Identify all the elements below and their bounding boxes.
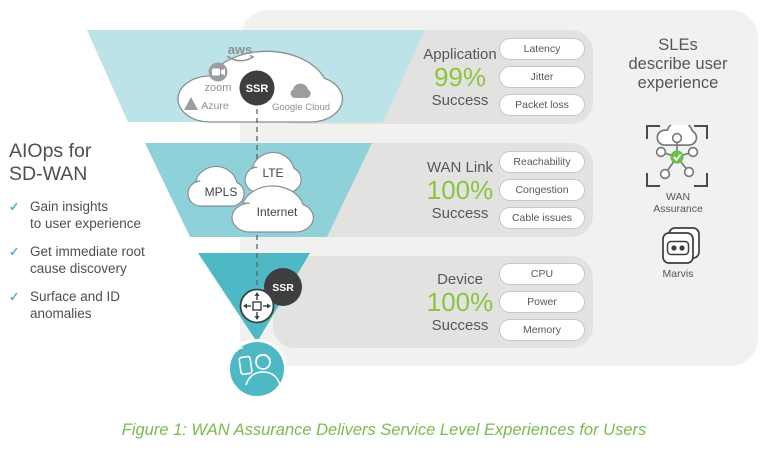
wan-assurance-icon: [646, 125, 708, 187]
device-row: Device 100% Success CPU Power Memory: [273, 256, 593, 348]
badge-packet-loss: Packet loss: [499, 94, 585, 116]
application-status: Success: [431, 91, 489, 109]
bullet-text: Surface and ID anomalies: [30, 289, 121, 321]
azure-label: Azure: [201, 100, 229, 112]
device-badges: CPU Power Memory: [499, 256, 585, 348]
list-item: ✓ Surface and ID anomalies: [9, 289, 189, 322]
badge-latency: Latency: [499, 38, 585, 60]
device-label: Device: [437, 270, 483, 288]
list-item: ✓ Get immediate root cause discovery: [9, 244, 189, 277]
device-metric: Device 100% Success: [385, 256, 535, 348]
figure-caption: Figure 1: WAN Assurance Delivers Service…: [121, 421, 647, 439]
device-percent: 100%: [426, 286, 494, 317]
badge-jitter: Jitter: [499, 66, 585, 88]
viewfinder-brackets-icon: [646, 125, 708, 187]
badge-reachability: Reachability: [499, 151, 585, 173]
sle-title-line2: describe user: [628, 55, 728, 73]
zoom-label: zoom: [205, 82, 232, 94]
marvis-icon: [662, 227, 700, 264]
application-badges: Latency Jitter Packet loss: [499, 30, 585, 124]
badge-cpu: CPU: [499, 263, 585, 285]
badge-power: Power: [499, 291, 585, 313]
badge-memory: Memory: [499, 319, 585, 341]
list-item: ✓ Gain insights to user experience: [9, 199, 189, 232]
application-percent: 99%: [433, 61, 487, 92]
check-icon: ✓: [9, 290, 20, 304]
marvis-eye-icon: [679, 245, 685, 251]
sle-title-line1: SLEs: [658, 36, 698, 54]
wan-link-badges: Reachability Congestion Cable issues: [499, 143, 585, 237]
application-row: Application 99% Success Latency Jitter P…: [273, 30, 593, 124]
wan-assurance-label-line2: Assurance: [653, 203, 703, 215]
sle-title-line3: experience: [637, 74, 719, 92]
check-icon: ✓: [9, 245, 20, 259]
green-check-circle-icon: [670, 150, 684, 164]
sle-title: SLEs describe user experience: [598, 36, 758, 93]
bullet-list: ✓ Gain insights to user experience ✓ Get…: [9, 199, 189, 334]
wan-link-label: WAN Link: [426, 158, 494, 176]
check-icon: [673, 153, 682, 162]
wan-assurance-label: WAN Assurance: [598, 191, 758, 215]
badge-cable-issues: Cable issues: [499, 207, 585, 229]
left-heading-line1: AIOps for: [9, 140, 92, 162]
badge-congestion: Congestion: [499, 179, 585, 201]
network-nodes-icon: [655, 132, 699, 180]
azure-logo-icon: Azure: [184, 97, 229, 112]
application-label: Application: [423, 45, 497, 63]
wan-link-percent: 100%: [426, 174, 494, 205]
mpls-label: MPLS: [205, 185, 238, 199]
zoom-logo-icon: zoom: [205, 62, 232, 94]
marvis-eye-icon: [671, 245, 677, 251]
left-heading-line2: SD-WAN: [9, 163, 88, 185]
wan-link-metric: WAN Link 100% Success: [385, 143, 535, 237]
left-heading: AIOps for SD-WAN: [9, 140, 91, 186]
wan-link-row: WAN Link 100% Success Reachability Conge…: [273, 143, 593, 237]
bullet-text: Gain insights to user experience: [30, 199, 142, 231]
application-metric: Application 99% Success: [385, 30, 535, 124]
check-icon: ✓: [9, 200, 20, 214]
bullet-text: Get immediate root cause discovery: [30, 244, 145, 276]
marvis-label: Marvis: [662, 268, 694, 280]
mpls-cloud-icon: MPLS: [187, 165, 245, 207]
device-status: Success: [431, 316, 489, 334]
wan-link-status: Success: [431, 204, 489, 222]
wan-assurance-label-line1: WAN: [665, 191, 691, 203]
